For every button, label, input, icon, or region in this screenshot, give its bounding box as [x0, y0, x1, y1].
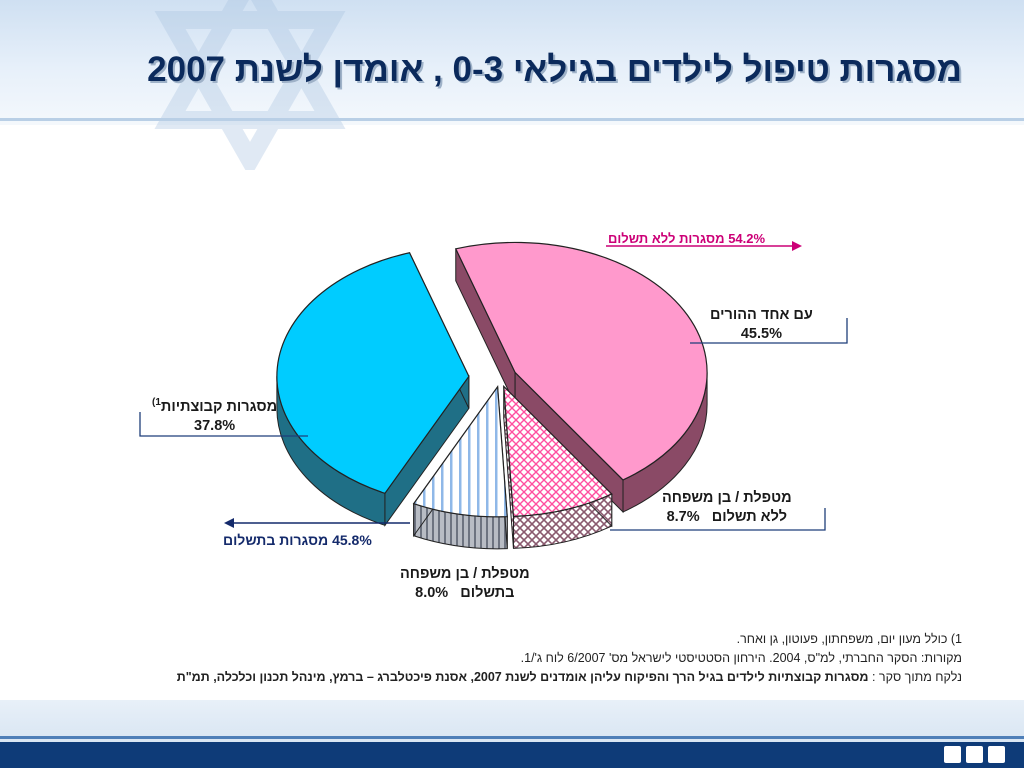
arrow-unpaid-head — [792, 241, 802, 251]
slice-unpaid — [503, 384, 613, 517]
nav-square-2[interactable] — [966, 746, 983, 763]
slice-label-group-text: מסגרות קבוצתיות — [160, 398, 278, 415]
survey-note: נלקח מתוך סקר : מסגרות קבוצתיות לילדים ב… — [42, 668, 962, 687]
pie-slices — [276, 241, 708, 550]
page-title: מסגרות טיפול לילדים בגילאי 0-3 , אומדן ל… — [147, 50, 962, 89]
unpaid-total-label: 54.2% מסגרות ללא תשלום — [608, 231, 766, 246]
footnotes: 1) כולל מעון יום, משפחתון, פעוטון, גן וא… — [42, 630, 962, 687]
slice-value-paid: 8.0% — [415, 585, 449, 601]
slice-label-paid-line1: מטפלת / בן משפחה — [400, 566, 530, 582]
nav-square-1[interactable] — [944, 746, 961, 763]
footnote-1: 1) כולל מעון יום, משפחתון, פעוטון, גן וא… — [736, 632, 962, 646]
slice-label-parent: עם אחד ההורים 45.5% — [710, 306, 813, 344]
survey-note-prefix: נלקח מתוך סקר : — [868, 670, 962, 684]
leader-unpaid — [610, 508, 826, 531]
slice-parent — [454, 241, 708, 481]
sources-note: מקורות: הסקר החברתי, למ"ס, 2004. הירחון … — [520, 651, 962, 665]
slice-label-paid-line2: בתשלום 8.0% — [400, 584, 530, 603]
slice-label-unpaid: מטפלת / בן משפחה ללא תשלום 8.7% — [662, 489, 792, 527]
arrow-paid-head — [224, 518, 234, 528]
slice-value-group: 37.8% — [194, 417, 236, 434]
nav-square-3[interactable] — [988, 746, 1005, 763]
footer-bar — [0, 742, 1024, 768]
slice-label-paid: מטפלת / בן משפחה בתשלום 8.0% — [400, 565, 530, 603]
header-divider — [0, 118, 1024, 121]
slice-label-parent-text: עם אחד ההורים — [710, 307, 813, 323]
slice-label-group: מסגרות קבוצתיות1) 37.8% — [152, 393, 277, 436]
slice-label-unpaid-line2: ללא תשלום 8.7% — [662, 508, 792, 527]
slice-value-unpaid: 8.7% — [666, 509, 700, 525]
header-banner — [0, 0, 1024, 170]
leader-parent — [690, 318, 848, 344]
slice-label-unpaid-text: ללא תשלום — [711, 509, 788, 525]
footer-stripe — [0, 736, 1024, 739]
slice-label-group-line1: מסגרות קבוצתיות1) — [152, 393, 277, 417]
footnote-mark: 1) — [152, 397, 161, 408]
survey-note-title: מסגרות קבוצתיות לילדים בגיל הרך והפיקוח … — [176, 670, 869, 684]
slice-label-paid-text: בתשלום — [460, 585, 515, 601]
slice-paid — [412, 385, 508, 518]
leader-lines — [139, 318, 848, 531]
paid-total-label: 45.8% מסגרות בתשלום — [223, 532, 372, 548]
slice-value-parent: 45.5% — [740, 326, 782, 342]
leader-group — [139, 412, 308, 437]
slice-label-unpaid-line1: מטפלת / בן משפחה — [662, 490, 792, 506]
slice-group — [276, 252, 470, 495]
